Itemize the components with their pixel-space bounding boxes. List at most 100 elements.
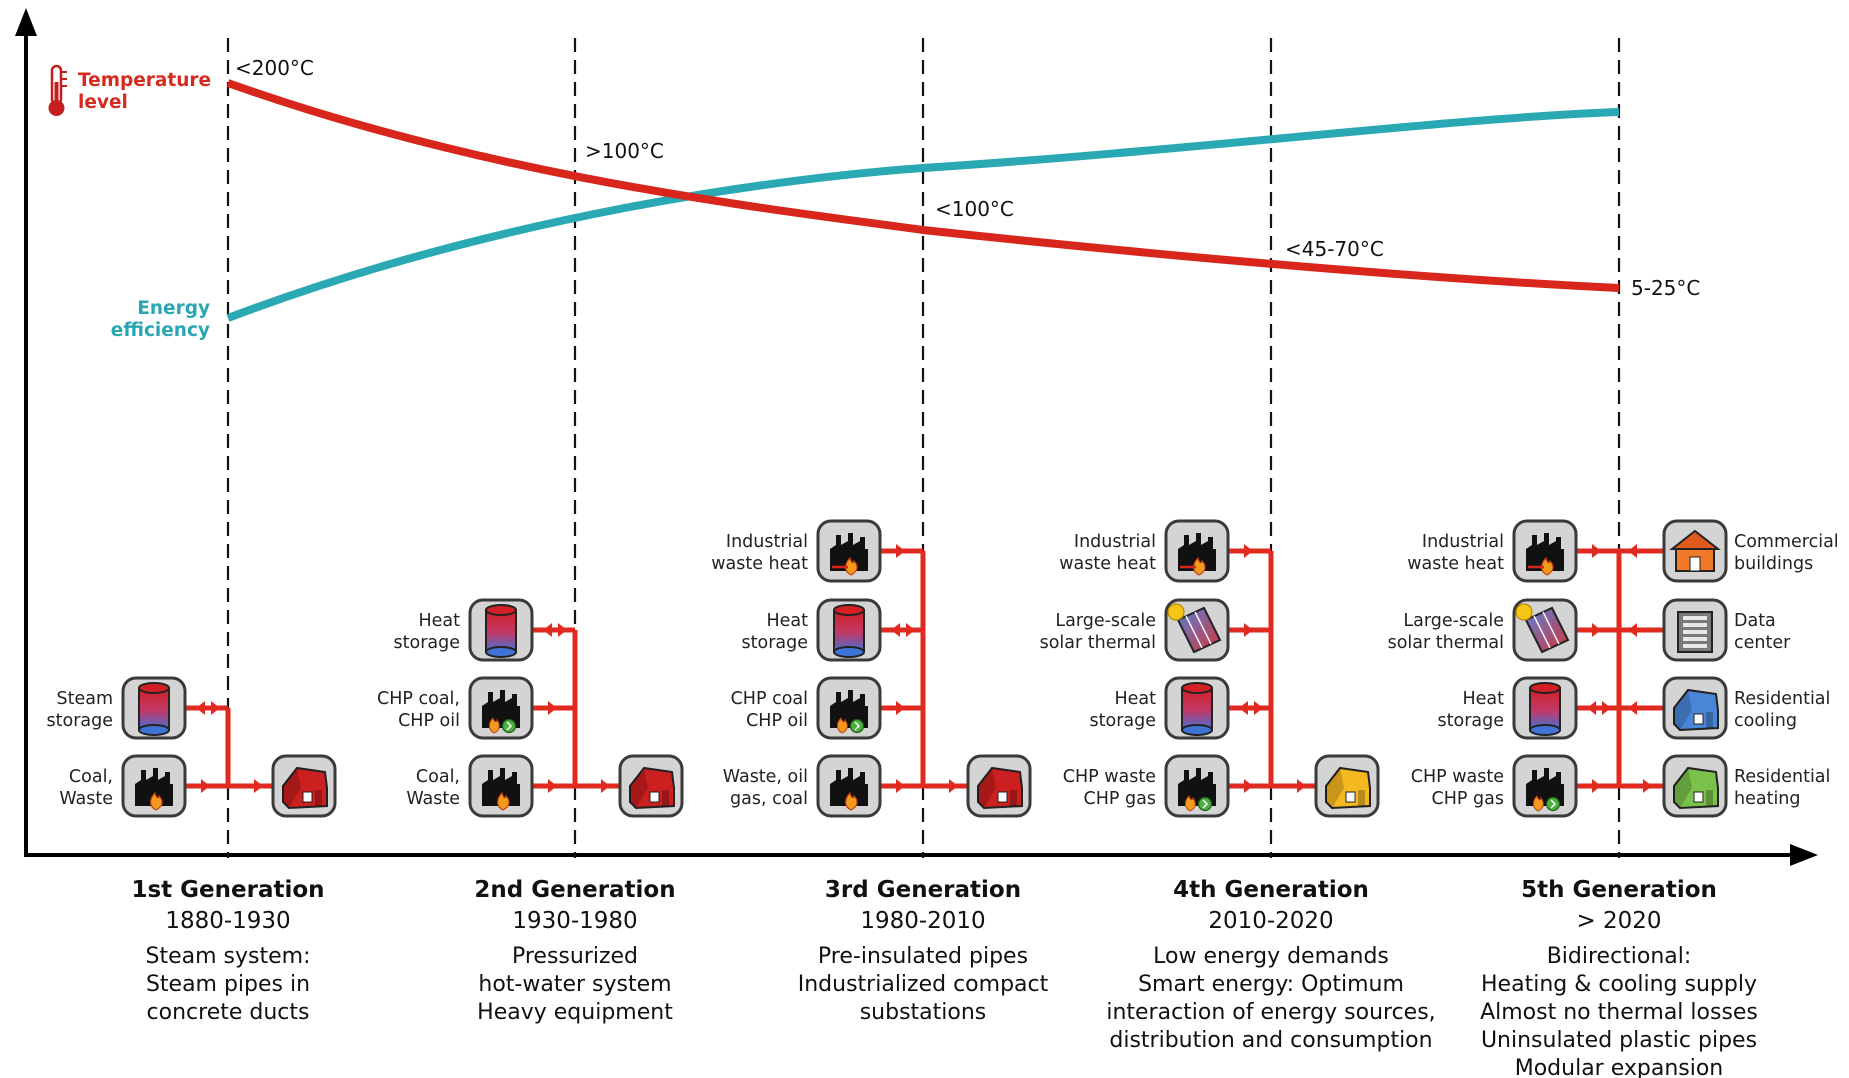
gen2-description-line2: hot-water system: [478, 972, 671, 997]
gen5-description-line3: Almost no thermal losses: [1480, 1000, 1758, 1025]
gen2-source-label-line1: Coal,: [416, 767, 460, 787]
flow-arrow: [1628, 544, 1637, 558]
flow-arrow: [1254, 701, 1263, 715]
flow-arrow: [543, 623, 552, 637]
flow-arrow: [548, 701, 557, 715]
gen3-years: 1980-2010: [860, 908, 985, 934]
solar-panel-icon: [1164, 598, 1230, 662]
gen3-title: 3rd Generation: [825, 877, 1021, 903]
commercial-building-icon: [1662, 519, 1728, 583]
gen5-source-label-line1: Industrial: [1422, 532, 1504, 552]
gen3-source-label-line2: CHP oil: [746, 711, 808, 731]
gen2-source-label-line2: CHP oil: [398, 711, 460, 731]
gen2-source-label-line2: storage: [394, 633, 460, 653]
gen4-description-line3: interaction of energy sources,: [1106, 1000, 1435, 1025]
generation-captions: 1st Generation 1880-1930 Steam system: Stea…: [131, 877, 1757, 1078]
red-house-icon: [618, 754, 684, 818]
thermometer-icon: [48, 64, 67, 116]
gen5-source-label-line2: solar thermal: [1388, 633, 1504, 653]
gen2-source-label-line1: Heat: [418, 611, 460, 631]
chp-factory-icon: [468, 676, 534, 740]
gen5-consumer-label-line2: heating: [1734, 789, 1801, 809]
gen1-source-label-line2: storage: [47, 711, 113, 731]
temp-label-gen4: <45-70°C: [1285, 237, 1384, 261]
flow-arrow: [1643, 779, 1652, 793]
gen1-description-line2: Steam pipes in: [146, 972, 310, 997]
flow-arrow: [201, 779, 210, 793]
gen5-source-label-line1: Heat: [1462, 689, 1504, 709]
gen4-title: 4th Generation: [1173, 877, 1369, 903]
factory-fire-icon: [121, 754, 187, 818]
gen5-source-label-line2: CHP gas: [1432, 789, 1504, 809]
gen2-description-line1: Pressurized: [512, 944, 638, 969]
flow-arrow: [196, 701, 205, 715]
gen3-source-label-line1: CHP coal: [731, 689, 808, 709]
temp-label-gen1: <200°C: [235, 56, 314, 80]
red-house-icon: [271, 754, 337, 818]
flow-arrow: [1297, 779, 1306, 793]
flow-arrow: [949, 779, 958, 793]
gen4-years: 2010-2020: [1208, 908, 1333, 934]
gen4-description-line2: Smart energy: Optimum: [1138, 972, 1404, 997]
flow-arrow: [548, 779, 557, 793]
gen4-source-label-line2: storage: [1090, 711, 1156, 731]
gen2-source-label-line2: Waste: [406, 789, 460, 809]
gen1-source-label-line1: Steam: [56, 689, 113, 709]
flow-arrow: [1244, 779, 1253, 793]
gen5-source-label-line1: Large-scale: [1403, 611, 1504, 631]
industrial-waste-heat-icon: [816, 519, 882, 583]
solar-panel-icon: [1512, 598, 1578, 662]
gen1-years: 1880-1930: [165, 908, 290, 934]
gen3-description-line2: Industrialized compact: [798, 972, 1049, 997]
gen5-years: > 2020: [1576, 908, 1661, 934]
gen4-source-label-line1: Large-scale: [1055, 611, 1156, 631]
gen5-description-line4: Uninsulated plastic pipes: [1481, 1028, 1757, 1053]
gen4-source-label-line2: CHP gas: [1084, 789, 1156, 809]
red-house-icon: [966, 754, 1032, 818]
industrial-waste-heat-icon: [1164, 519, 1230, 583]
y-axis-arrow: [15, 8, 37, 36]
gen5-source-label-line2: storage: [1438, 711, 1504, 731]
gen5-source-label-line2: waste heat: [1407, 554, 1504, 574]
industrial-waste-heat-icon: [1512, 519, 1578, 583]
gen5-description-line2: Heating & cooling supply: [1481, 972, 1757, 997]
flow-arrow: [896, 779, 905, 793]
gen1-source-label-line2: Waste: [59, 789, 113, 809]
gen5-consumer-label-line2: center: [1734, 633, 1791, 653]
gen1-description-line1: Steam system:: [146, 944, 311, 969]
temp-label-gen3: <100°C: [935, 197, 1014, 221]
flow-arrow: [1592, 623, 1601, 637]
gen5-consumer-label-line2: cooling: [1734, 711, 1797, 731]
gen5-source-label-line1: CHP waste: [1411, 767, 1504, 787]
x-axis-arrow: [1790, 844, 1818, 866]
gen3-source-label-line2: gas, coal: [730, 789, 808, 809]
gen2-title: 2nd Generation: [474, 877, 675, 903]
flow-arrow: [1592, 779, 1601, 793]
gen3-description-line1: Pre-insulated pipes: [818, 944, 1028, 969]
chp-factory-icon: [1164, 754, 1230, 818]
energy-efficiency-curve: [226, 108, 1620, 322]
gen4-source-label-line2: waste heat: [1059, 554, 1156, 574]
gen5-description-line5: Modular expansion: [1515, 1056, 1724, 1078]
chp-factory-icon: [816, 676, 882, 740]
gen5-consumer-label-line2: buildings: [1734, 554, 1813, 574]
flow-arrow: [1628, 623, 1637, 637]
gen5-consumer-label-line1: Residential: [1734, 767, 1830, 787]
temperature-level-curve: [226, 79, 1620, 292]
heat-storage-tank-icon: [1512, 676, 1578, 740]
flow-arrow: [211, 701, 220, 715]
residential-heating-house-icon: [1662, 754, 1728, 818]
legend-temperature-line1: Temperature: [78, 70, 211, 91]
flow-arrow: [1628, 701, 1637, 715]
gen5-consumer-label-line1: Commercial: [1734, 532, 1839, 552]
gen2-description-line3: Heavy equipment: [477, 1000, 673, 1025]
legend-temperature-line2: level: [78, 92, 128, 113]
gen5-consumer-label-line1: Residential: [1734, 689, 1830, 709]
legend-efficiency-line2: efficiency: [111, 320, 210, 341]
gen4-source-label-line1: CHP waste: [1063, 767, 1156, 787]
legend-efficiency-line1: Energy: [137, 298, 210, 319]
flow-arrow: [254, 779, 263, 793]
gen5-consumer-label-line1: Data: [1734, 611, 1776, 631]
